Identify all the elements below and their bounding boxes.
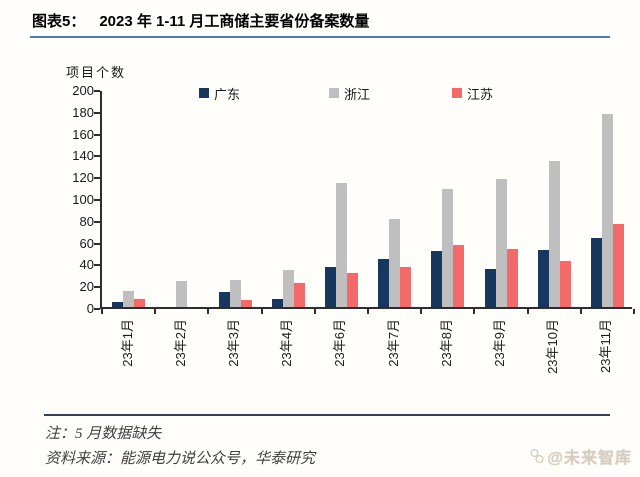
figure-number-label: 图表5： [32, 13, 86, 30]
x-category-label: 23年1月 [119, 319, 135, 367]
bar-江苏-23年7月 [400, 266, 412, 307]
y-axis-tick [94, 111, 100, 114]
x-axis-tick [579, 309, 582, 314]
legend-swatch-jiangsu [452, 88, 462, 98]
legend-label-zhejiang: 浙江 [344, 86, 371, 102]
y-axis-title: 项目个数 [66, 65, 127, 80]
y-tick-label: 120 [72, 170, 94, 186]
x-category-label: 23年9月 [492, 319, 507, 367]
y-tick-label: 180 [72, 104, 94, 120]
bar-江苏-23年9月 [506, 249, 518, 307]
source-note: 资料来源：能源电力说公众号，华泰研究 [45, 451, 316, 467]
bar-浙江-23年9月 [495, 179, 507, 307]
bar-浙江-23年2月 [176, 280, 188, 307]
bar-浙江-23年8月 [442, 189, 454, 307]
y-axis-tick [94, 155, 100, 158]
y-tick-label: 140 [72, 148, 94, 164]
y-tick-label: 20 [79, 279, 94, 295]
plot-area: 0 20 40 60 80 100 120 140 160 180 200 [72, 84, 635, 316]
x-axis-labels: 23年1月 23年2月 23年3月 23年4月 23年6月 23年7月 23年8月 23年9月… [100, 309, 632, 409]
y-tick-label: 0 [86, 301, 94, 316]
bar-浙江-23年7月 [389, 218, 401, 307]
bar-广东-23年8月 [431, 251, 443, 307]
watermark: @未来智库 [529, 444, 632, 468]
y-tick-label: 200 [72, 83, 94, 98]
legend-item-guangdong: 广东 [199, 85, 241, 102]
bar-浙江-23年10月 [548, 160, 560, 307]
bar-浙江-23年1月 [123, 290, 135, 307]
bar-江苏-23年4月 [293, 283, 305, 307]
figure-title-text: 2023 年 1-11 月工商储主要省份备案数量 [99, 13, 370, 30]
bar-江苏-23年11月 [612, 224, 624, 307]
y-axis-tick [94, 220, 100, 223]
watermark-logo-icon [529, 448, 545, 464]
y-axis-tick [94, 264, 100, 267]
y-axis-tick [94, 308, 100, 310]
x-axis-tick [260, 309, 263, 314]
bar-广东-23年11月 [590, 238, 602, 307]
chart-title: 图表5： 2023 年 1-11 月工商储主要省份备案数量 [32, 10, 612, 31]
bar-广东-23年7月 [378, 259, 390, 307]
y-axis-tick [94, 242, 100, 245]
bar-江苏-23年8月 [453, 244, 465, 307]
x-axis-tick [473, 309, 476, 314]
bar-广东-23年6月 [324, 266, 336, 307]
legend-swatch-zhejiang [329, 88, 339, 98]
x-category-label: 23年4月 [279, 319, 295, 367]
bar-浙江-23年6月 [335, 182, 347, 307]
title-underline [30, 36, 610, 38]
bar-广东-23年10月 [537, 250, 549, 307]
x-axis-tick [101, 309, 103, 314]
y-axis-tick [94, 133, 100, 136]
x-axis-tick [313, 309, 316, 314]
legend-item-zhejiang: 浙江 [329, 85, 371, 102]
bar-江苏-23年10月 [559, 261, 571, 307]
legend-item-jiangsu: 江苏 [452, 85, 494, 102]
x-category-label: 23年3月 [226, 319, 241, 367]
chart-note: 注：5 月数据缺失 [45, 426, 162, 442]
legend-label-guangdong: 广东 [214, 86, 241, 102]
watermark-text: @未来智库 [547, 450, 632, 467]
x-axis-tick [367, 309, 369, 314]
y-axis-tick [94, 90, 100, 92]
y-axis-tick [94, 177, 100, 180]
x-axis-tick [207, 309, 210, 314]
bar-浙江-23年3月 [229, 279, 241, 307]
y-tick-label: 100 [72, 192, 94, 207]
x-category-label: 23年8月 [438, 319, 454, 367]
x-category-label: 23年11月 [598, 319, 614, 373]
legend-swatch-guangdong [199, 88, 209, 98]
bar-浙江-23年11月 [601, 114, 613, 307]
bar-江苏-23年1月 [134, 299, 146, 307]
x-category-label: 23年10月 [545, 319, 561, 374]
x-axis-tick [633, 309, 635, 314]
x-category-label: 23年2月 [172, 319, 188, 367]
bar-广东-23年1月 [112, 301, 124, 307]
bar-广东-23年4月 [271, 299, 283, 307]
x-axis-tick [154, 309, 157, 314]
bar-浙江-23年4月 [282, 269, 294, 307]
y-tick-label: 160 [72, 126, 94, 142]
y-axis-tick [94, 286, 100, 289]
bar-广东-23年3月 [218, 291, 230, 307]
x-axis-tick [526, 309, 529, 314]
bar-江苏-23年6月 [346, 273, 358, 307]
x-axis-tick [420, 309, 423, 314]
legend-label-jiangsu: 江苏 [467, 86, 494, 102]
y-axis-tick [94, 199, 100, 201]
chart-legend: 广东 浙江 江苏 [100, 85, 632, 102]
y-tick-label: 60 [79, 235, 94, 251]
bar-江苏-23年3月 [240, 300, 252, 307]
x-category-label: 23年7月 [385, 319, 401, 367]
x-category-label: 23年6月 [332, 319, 348, 367]
y-tick-label: 40 [79, 257, 94, 273]
footer-divider [44, 414, 610, 416]
y-tick-label: 80 [79, 213, 94, 229]
bar-广东-23年9月 [484, 268, 496, 307]
